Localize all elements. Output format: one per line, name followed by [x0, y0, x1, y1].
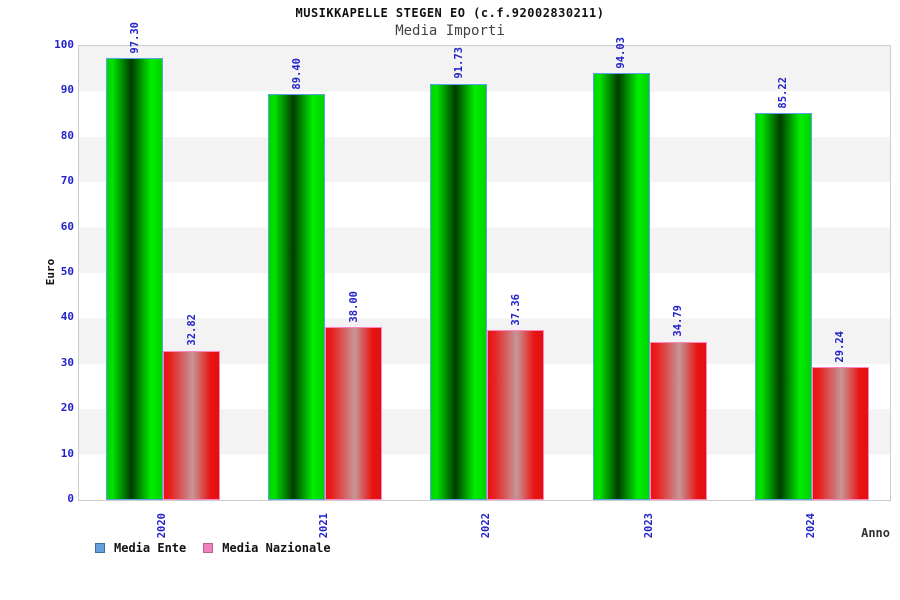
legend-item-media-ente: Media Ente [95, 541, 186, 555]
legend-label: Media Ente [114, 541, 187, 555]
bar-media-nazionale-2020 [163, 351, 220, 500]
y-tick-label: 30 [60, 355, 74, 369]
y-tick-label: 0 [67, 492, 74, 505]
y-tick-label: 80 [60, 128, 74, 142]
x-tick-label: 2020 [156, 513, 168, 539]
legend-swatch-icon [95, 543, 105, 553]
legend-swatch-icon [203, 543, 214, 553]
x-axis-title: Anno [861, 526, 890, 540]
y-tick-label: 20 [60, 401, 74, 415]
plot-area: 97.30 89.40 91.73 94.03 85.22 32.82 38.00 37.36… [78, 22, 891, 501]
bar-value-label: 29.24 [834, 330, 847, 363]
bar-media-nazionale-2021 [325, 327, 383, 500]
bar-value-label: 91.73 [452, 46, 465, 79]
bar-value-label: 89.40 [290, 57, 303, 90]
bar-media-nazionale-2024 [811, 367, 869, 500]
chart-title: MUSIKKAPELLE STEGEN EO (c.f.92002830211) [295, 6, 605, 20]
legend-item-media-nazionale: Media Nazionale [203, 541, 331, 555]
bar-value-label: 85.22 [777, 76, 790, 109]
x-tick-label: 2022 [480, 513, 493, 539]
x-tick-label: 2024 [804, 513, 817, 539]
bar-value-label: 34.79 [672, 305, 685, 338]
legend: Media Ente Media Nazionale [95, 541, 331, 555]
bar-media-nazionale-2023 [649, 342, 707, 500]
bar-media-ente-2024 [754, 113, 812, 500]
y-tick-label: 100 [54, 38, 74, 51]
bar-value-label: 38.00 [347, 290, 360, 323]
y-tick-label: 60 [60, 219, 74, 233]
y-tick-label: 70 [60, 174, 74, 188]
chart-subtitle: Media Importi [395, 23, 505, 39]
bar-media-ente-2023 [592, 73, 650, 500]
y-tick-label: 40 [60, 310, 74, 324]
bar-value-label: 97.30 [128, 21, 141, 54]
bar-media-ente-2022 [430, 83, 488, 500]
y-tick-label: 50 [60, 265, 74, 278]
x-tick-label: 2021 [318, 513, 331, 539]
bar-value-label: 37.36 [509, 293, 522, 326]
bar-value-label: 94.03 [615, 36, 628, 69]
bar-value-label: 32.82 [185, 314, 198, 346]
y-axis-title: Euro [44, 258, 57, 286]
bar-media-nazionale-2022 [487, 330, 545, 500]
bar-media-ente-2021 [268, 94, 326, 500]
y-tick-label: 90 [60, 83, 74, 97]
legend-label: Media Nazionale [222, 541, 331, 555]
x-tick-label: 2023 [642, 513, 655, 539]
bar-media-ente-2020 [106, 58, 163, 500]
y-tick-label: 10 [60, 446, 74, 460]
